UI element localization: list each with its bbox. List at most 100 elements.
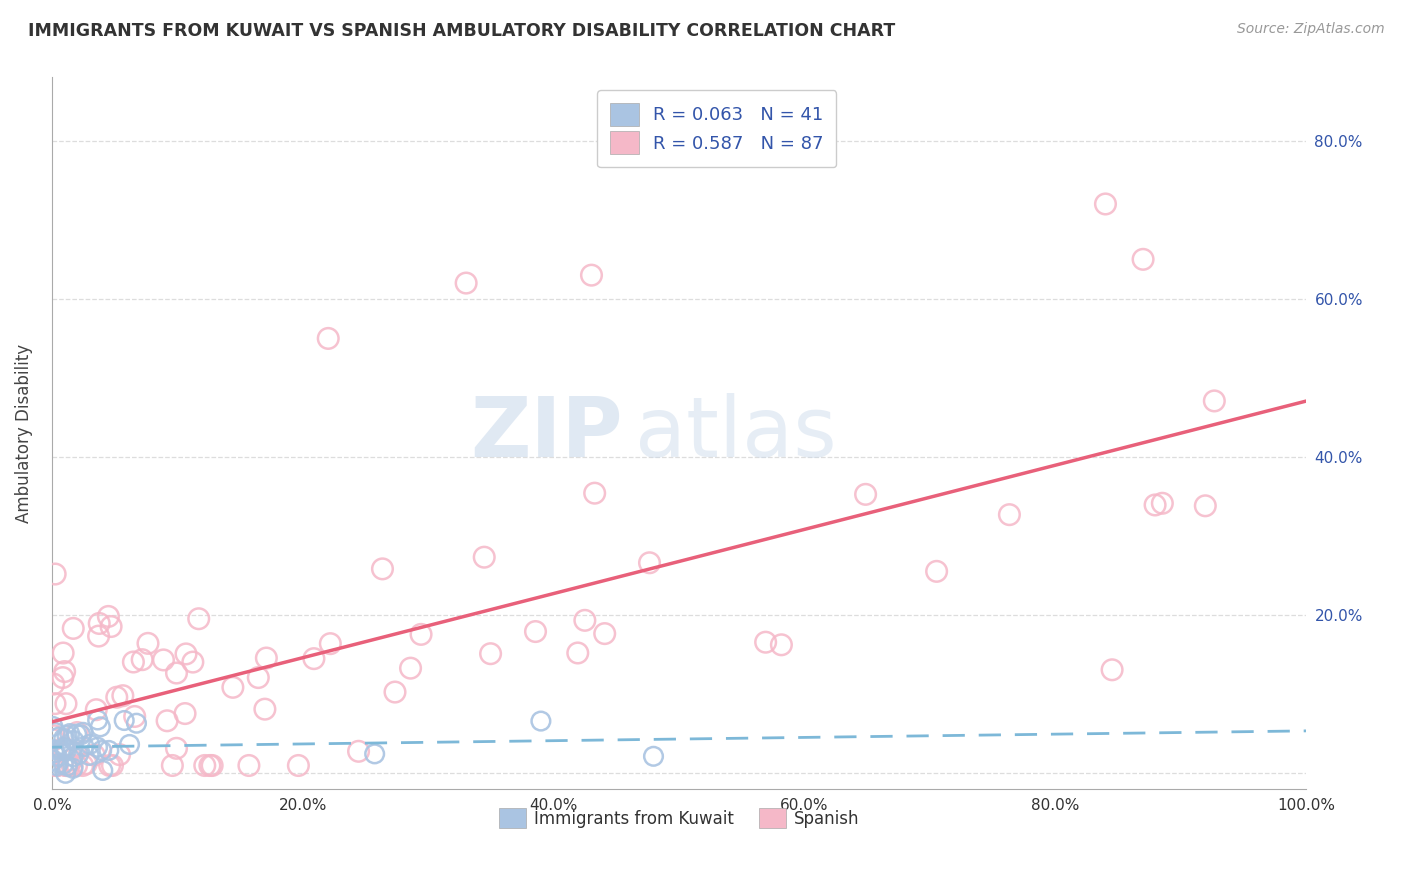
Point: [643, 749, 665, 764]
Point: [124, 709, 146, 723]
Point: [122, 655, 145, 669]
Point: [479, 647, 502, 661]
Point: [72, 725, 94, 739]
Point: [152, 653, 174, 667]
Point: [456, 276, 478, 290]
Point: [91, 764, 114, 778]
Point: [48, 730, 70, 744]
Point: [638, 556, 661, 570]
Point: [162, 758, 184, 772]
Point: [201, 758, 224, 772]
Point: [44, 697, 66, 711]
Point: [247, 671, 270, 685]
Point: [44, 725, 66, 739]
Text: Source: ZipAtlas.com: Source: ZipAtlas.com: [1237, 22, 1385, 37]
Text: ZIP: ZIP: [471, 392, 623, 474]
Point: [44, 567, 66, 582]
Point: [55, 766, 77, 780]
Point: [62, 761, 84, 775]
Point: [60, 753, 83, 767]
Point: [1204, 393, 1226, 408]
Point: [45, 758, 67, 772]
Point: [1152, 496, 1174, 510]
Point: [1132, 252, 1154, 267]
Point: [46, 758, 69, 772]
Point: [72, 758, 94, 772]
Point: [181, 655, 204, 669]
Point: [98, 758, 121, 772]
Point: [42, 732, 65, 747]
Point: [384, 685, 406, 699]
Point: [55, 697, 77, 711]
Point: [79, 738, 101, 752]
Point: [254, 651, 277, 665]
Point: [855, 487, 877, 501]
Point: [58, 758, 80, 772]
Point: [42, 746, 65, 760]
Point: [101, 758, 124, 772]
Point: [52, 741, 75, 756]
Point: [46, 759, 69, 773]
Point: [55, 758, 77, 772]
Point: [319, 637, 342, 651]
Point: [83, 748, 105, 763]
Point: [253, 702, 276, 716]
Point: [198, 758, 221, 772]
Point: [73, 739, 96, 754]
Point: [46, 756, 69, 771]
Point: [55, 758, 77, 772]
Point: [302, 651, 325, 665]
Point: [998, 508, 1021, 522]
Point: [90, 743, 112, 757]
Point: [581, 268, 603, 282]
Point: [65, 727, 87, 741]
Point: [87, 629, 110, 643]
Point: [1094, 197, 1116, 211]
Point: [55, 743, 77, 757]
Point: [105, 690, 128, 705]
Point: [75, 756, 97, 771]
Point: [1144, 498, 1167, 512]
Point: [86, 740, 108, 755]
Point: [363, 747, 385, 761]
Point: [100, 619, 122, 633]
Point: [89, 720, 111, 734]
Point: [53, 665, 76, 679]
Point: [65, 758, 87, 772]
Point: [399, 661, 422, 675]
Point: [136, 636, 159, 650]
Point: [347, 744, 370, 758]
Point: [42, 719, 65, 733]
Legend: Immigrants from Kuwait, Spanish: Immigrants from Kuwait, Spanish: [492, 802, 866, 834]
Point: [287, 758, 309, 772]
Point: [67, 747, 90, 762]
Point: [56, 729, 79, 743]
Text: atlas: atlas: [636, 392, 837, 474]
Point: [86, 713, 108, 727]
Point: [194, 758, 217, 772]
Point: [44, 729, 66, 743]
Point: [166, 666, 188, 681]
Point: [593, 626, 616, 640]
Point: [118, 738, 141, 752]
Point: [125, 716, 148, 731]
Point: [925, 565, 948, 579]
Text: IMMIGRANTS FROM KUWAIT VS SPANISH AMBULATORY DISABILITY CORRELATION CHART: IMMIGRANTS FROM KUWAIT VS SPANISH AMBULA…: [28, 22, 896, 40]
Point: [583, 486, 606, 500]
Point: [89, 616, 111, 631]
Point: [222, 681, 245, 695]
Point: [174, 706, 197, 721]
Point: [55, 741, 77, 756]
Point: [60, 758, 83, 772]
Point: [42, 743, 65, 757]
Point: [238, 758, 260, 772]
Point: [770, 638, 793, 652]
Point: [574, 613, 596, 627]
Point: [371, 562, 394, 576]
Point: [53, 740, 76, 755]
Point: [409, 627, 432, 641]
Point: [62, 621, 84, 635]
Point: [52, 731, 75, 746]
Point: [166, 741, 188, 756]
Point: [316, 331, 339, 345]
